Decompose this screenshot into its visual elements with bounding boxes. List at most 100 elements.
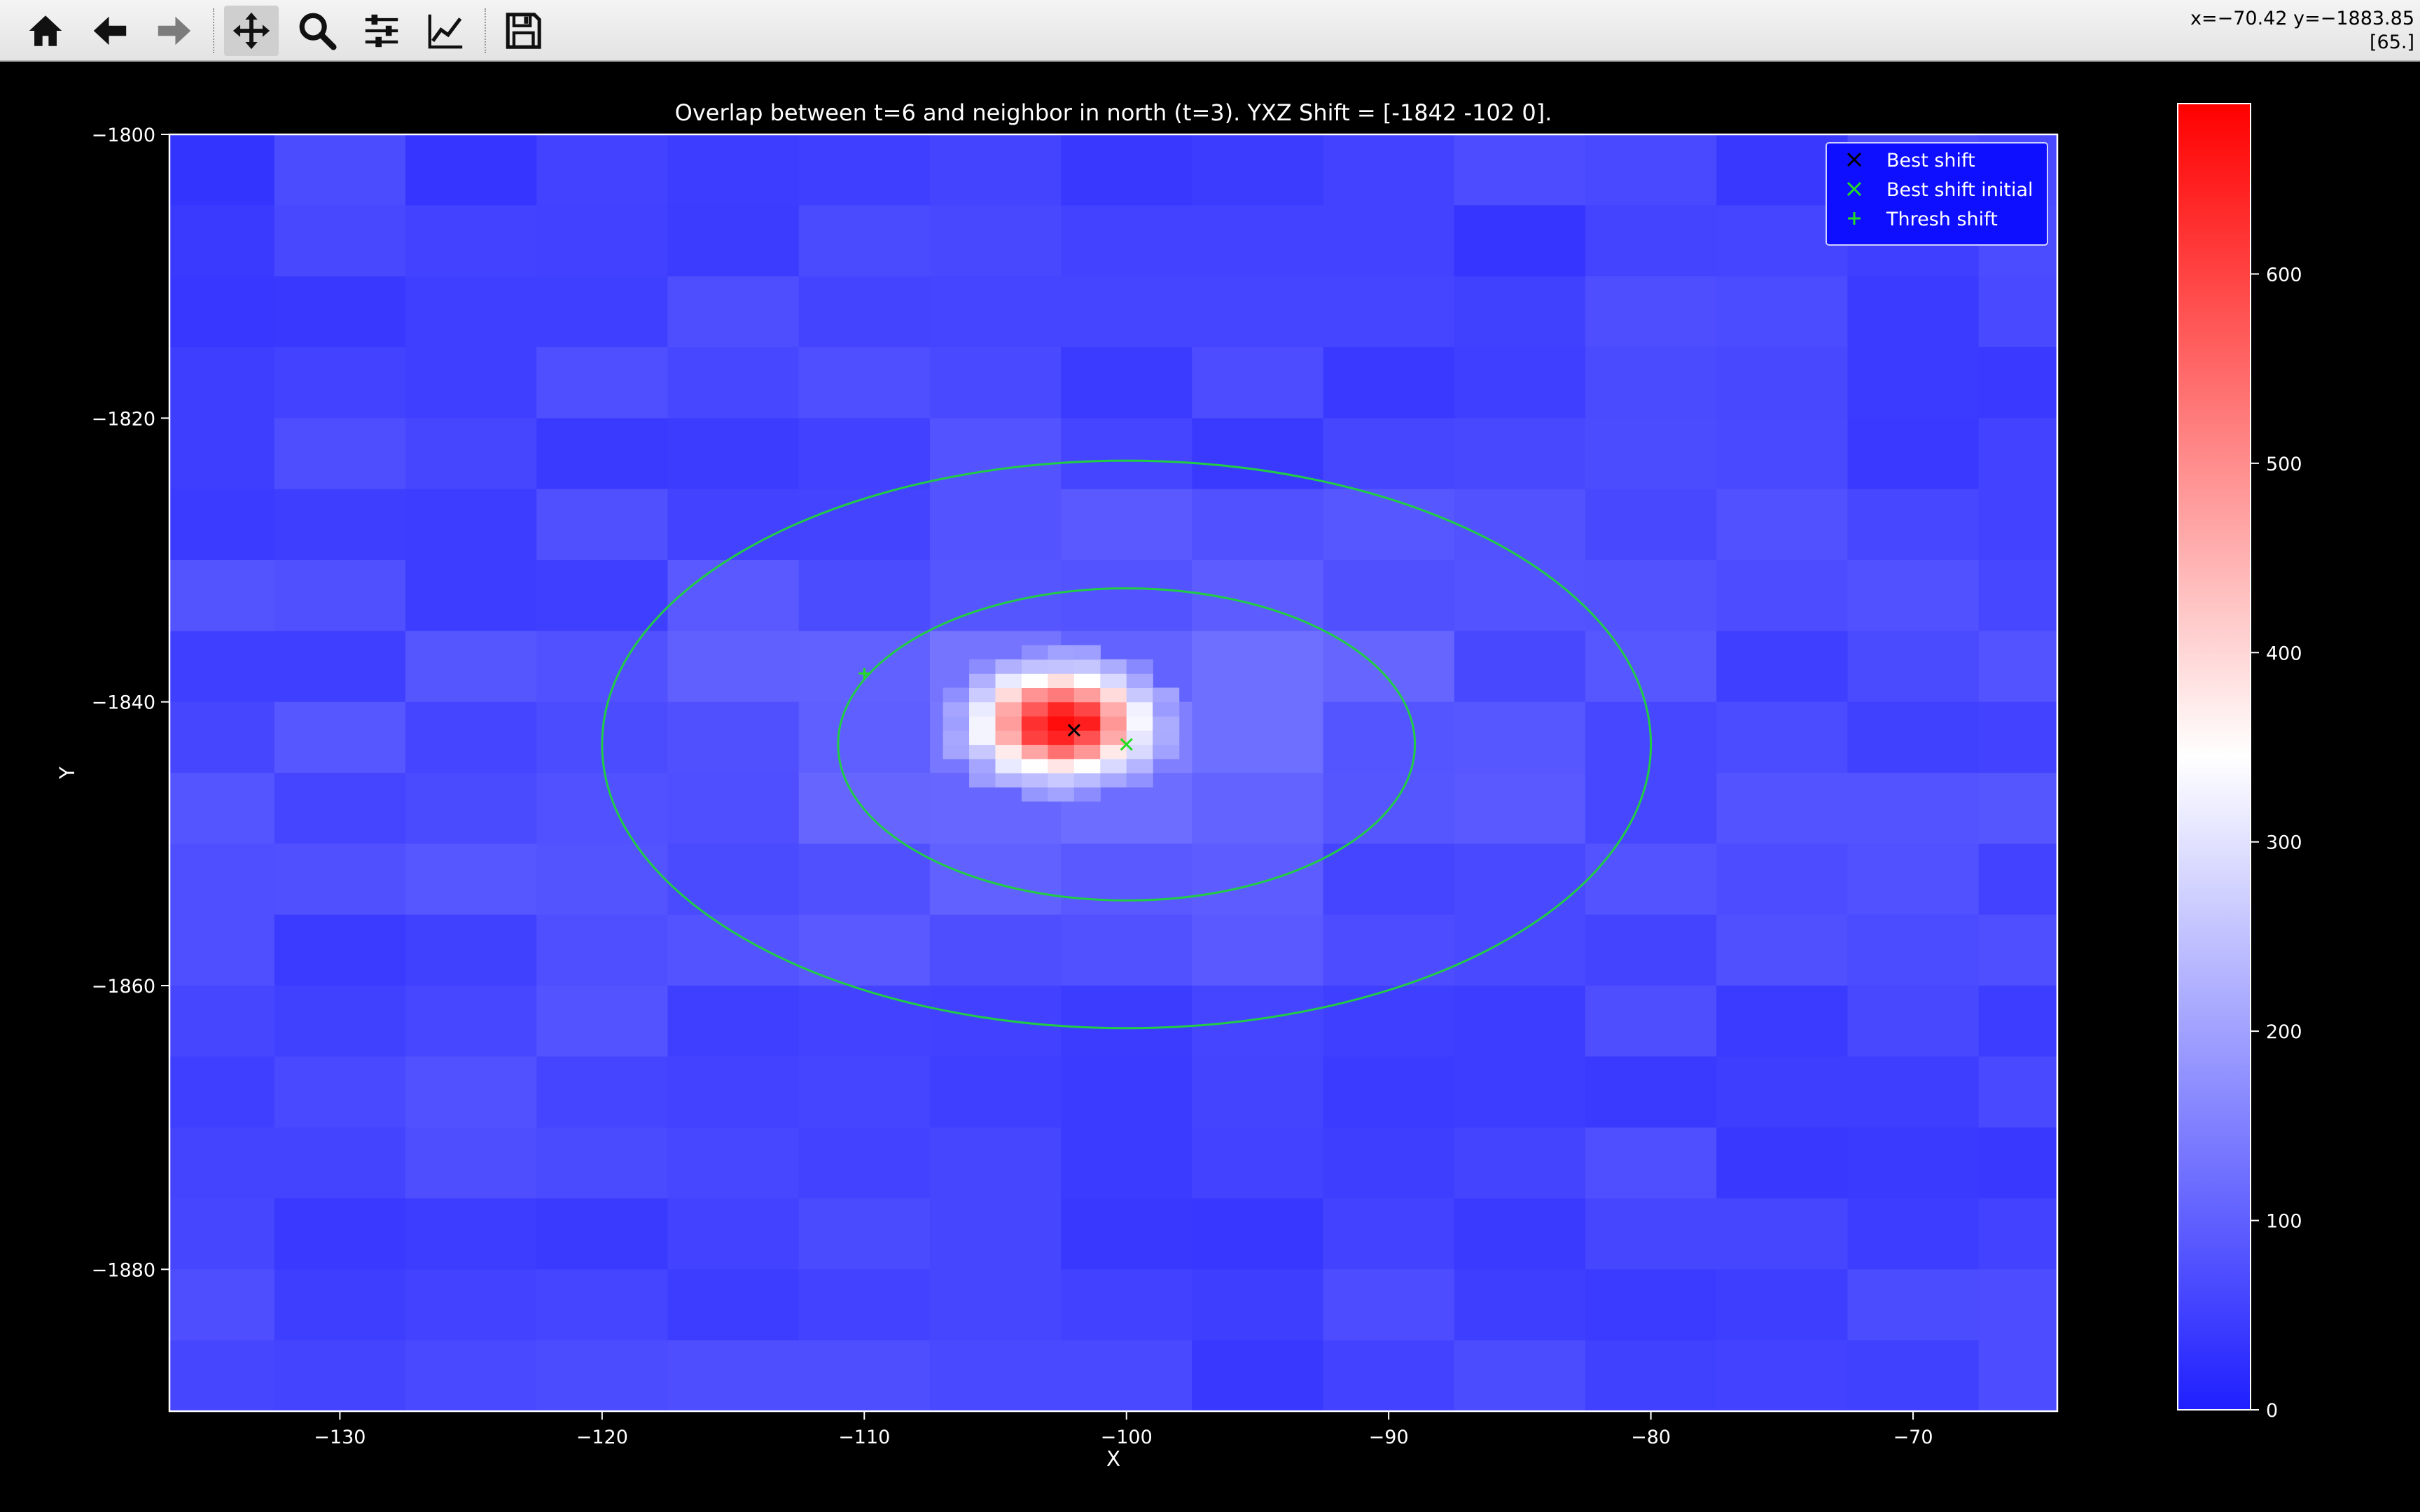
heatmap-cell xyxy=(929,276,1062,348)
heatmap-cell xyxy=(1126,659,1153,674)
heatmap-cell xyxy=(1454,489,1586,561)
heatmap-cell xyxy=(995,715,1022,731)
heatmap-cell xyxy=(798,1056,931,1128)
heatmap-cell xyxy=(929,1198,1062,1270)
heatmap-cell xyxy=(1847,631,1980,703)
heatmap-cell xyxy=(1454,134,1586,206)
plot-frame xyxy=(168,133,2059,1413)
back-button[interactable] xyxy=(83,6,137,56)
heatmap-cell xyxy=(1978,489,2057,561)
pan-icon xyxy=(232,12,270,50)
heatmap-cell xyxy=(1126,730,1153,746)
heatmap-cell xyxy=(1061,1198,1192,1270)
heatmap-cell xyxy=(274,489,406,561)
heatmap-cell xyxy=(1153,715,1180,731)
heatmap-cell xyxy=(1073,645,1101,660)
heatmap-cell xyxy=(1061,347,1192,419)
heatmap-cell xyxy=(405,914,537,986)
heatmap-cell xyxy=(1585,560,1717,631)
axes-button[interactable] xyxy=(419,6,473,56)
colorbar-tick-label: 500 xyxy=(2266,454,2302,475)
heatmap-cell xyxy=(667,276,800,348)
heatmap-cell xyxy=(1585,1127,1717,1199)
heatmap-cell xyxy=(274,1127,406,1199)
heatmap-cell xyxy=(1454,1056,1586,1128)
x-axis: −130 −120 −110 −100 −90 −80 −70 xyxy=(314,1411,1933,1448)
pan-button[interactable] xyxy=(224,6,279,56)
figure-canvas[interactable]: Overlap between t=6 and neighbor in nort… xyxy=(0,62,2420,1512)
back-icon xyxy=(93,16,127,46)
heatmap-cell xyxy=(1061,1340,1192,1411)
heatmap-cell xyxy=(1585,134,1717,206)
heatmap-cell xyxy=(1021,673,1048,688)
heatmap-cell xyxy=(169,205,275,277)
heatmap-cell xyxy=(1454,914,1586,986)
heatmap-cell xyxy=(943,744,970,760)
save-button[interactable] xyxy=(496,6,550,56)
heatmap-cell xyxy=(929,914,1062,986)
heatmap-cell xyxy=(1585,347,1717,419)
heatmap-cell xyxy=(1153,701,1180,717)
heatmap-cell xyxy=(1978,631,2057,703)
heatmap-cell xyxy=(405,347,537,419)
heatmap-cell xyxy=(1323,701,1455,774)
heatmap-cell xyxy=(1048,659,1075,674)
heatmap-cell xyxy=(929,205,1062,277)
heatmap-cell xyxy=(405,1056,537,1128)
heatmap-cell xyxy=(536,986,669,1057)
heatmap-cell xyxy=(274,1269,406,1341)
heatmap-cell xyxy=(995,773,1022,788)
heatmap-cell xyxy=(1978,1269,2057,1341)
heatmap-cell xyxy=(1323,560,1455,631)
heatmap-cell xyxy=(1847,1056,1980,1128)
heatmap-cell xyxy=(1192,773,1324,844)
heatmap-cell xyxy=(274,773,406,844)
heatmap-cell xyxy=(1454,205,1586,277)
heatmap-cell xyxy=(1048,773,1075,788)
heatmap xyxy=(169,134,2057,1411)
x-axis-label: X xyxy=(1106,1447,1120,1471)
heatmap-cell xyxy=(1126,673,1153,688)
heatmap-cell xyxy=(1192,134,1324,206)
heatmap-cell xyxy=(1323,205,1455,277)
heatmap-cell xyxy=(1021,701,1048,717)
heatmap-cell xyxy=(536,347,669,419)
zoom-button[interactable] xyxy=(290,6,345,56)
heatmap-cell xyxy=(274,560,406,631)
heatmap-cell xyxy=(1323,1127,1455,1199)
heatmap-cell xyxy=(1454,276,1586,348)
heatmap-cell xyxy=(1153,687,1180,703)
forward-button[interactable] xyxy=(147,6,202,56)
heatmap-cell xyxy=(1073,744,1101,760)
heatmap-cell xyxy=(405,134,537,206)
heatmap-cell xyxy=(1847,986,1980,1057)
heatmap-cell xyxy=(169,1340,275,1411)
heatmap-cell xyxy=(667,1198,800,1270)
heatmap-cell xyxy=(1454,1269,1586,1341)
heatmap-cell xyxy=(536,1340,669,1411)
heatmap-cell xyxy=(1454,986,1586,1057)
heatmap-cell xyxy=(1100,715,1127,731)
heatmap-cell xyxy=(536,560,669,631)
heatmap-cell xyxy=(274,844,406,916)
heatmap-cell xyxy=(405,205,537,277)
pixel-value-readout: [65.] xyxy=(2369,31,2414,53)
x-tick-label: −100 xyxy=(1101,1427,1153,1448)
heatmap-cell xyxy=(1048,701,1075,717)
heatmap-cell xyxy=(1585,418,1717,490)
heatmap-cell xyxy=(536,205,669,277)
colorbar-tick-label: 600 xyxy=(2266,264,2302,286)
home-button[interactable] xyxy=(18,6,73,56)
forward-icon xyxy=(158,16,191,46)
heatmap-cell xyxy=(1048,730,1075,746)
heatmap-cell xyxy=(969,715,996,731)
heatmap-cell xyxy=(969,659,996,674)
heatmap-cell xyxy=(1978,701,2057,774)
heatmap-cell xyxy=(536,914,669,986)
subplots-button[interactable] xyxy=(354,6,409,56)
heatmap-cell xyxy=(1073,715,1101,731)
heatmap-cell xyxy=(667,1340,800,1411)
heatmap-cell xyxy=(1847,1127,1980,1199)
heatmap-cell xyxy=(405,844,537,916)
heatmap-cell xyxy=(1192,205,1324,277)
